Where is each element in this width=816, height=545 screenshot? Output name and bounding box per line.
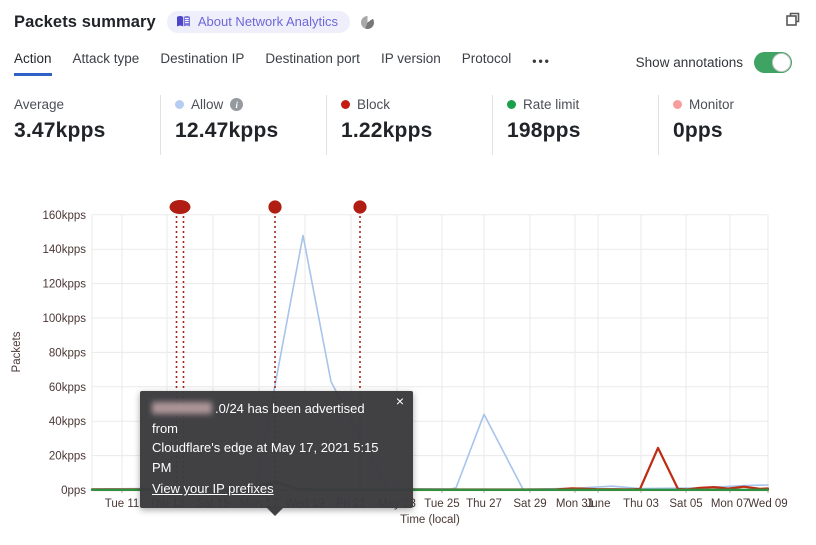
tabs-group: Action Attack type Destination IP Destinati… — [14, 51, 551, 78]
stat-value: 1.22kpps — [341, 119, 433, 142]
annotation-dot[interactable] — [268, 200, 282, 214]
rate-limit-legend-dot-icon — [507, 100, 516, 109]
stat-value: 0pps — [673, 119, 723, 142]
show-annotations-label: Show annotations — [635, 55, 743, 70]
stat-rate-limit: Rate limit 198pps — [492, 95, 658, 155]
y-tick-label: 0pps — [61, 485, 86, 497]
page-title: Packets summary — [14, 12, 156, 31]
stat-label-text: Average — [14, 97, 65, 112]
x-tick-label: June — [586, 498, 611, 510]
annotation-tooltip: × .0/24 has been advertised from Cloudfl… — [140, 391, 413, 516]
packets-chart[interactable]: 0pps 20kpps 40kpps 60kpps 80kpps 100kpps 120kp… — [0, 190, 816, 545]
annotation-dot[interactable] — [353, 200, 367, 214]
popout-icon — [785, 12, 801, 30]
y-tick-label: 140kpps — [43, 244, 87, 256]
stat-average: Average 3.47kpps — [0, 95, 160, 155]
show-annotations-control: Show annotations — [636, 52, 792, 73]
tab-attack-type[interactable]: Attack type — [72, 51, 140, 66]
tab-bar: Action Attack type Destination IP Destinati… — [14, 51, 792, 78]
tooltip-line-2: Cloudflare's edge at May 17, 2021 5:15 P… — [152, 440, 379, 475]
info-icon[interactable]: i — [230, 98, 244, 111]
y-tick-label: 80kpps — [49, 347, 86, 359]
monitor-legend-dot-icon — [673, 100, 682, 109]
tab-protocol[interactable]: Protocol — [461, 51, 512, 66]
y-tick-label: 100kpps — [43, 313, 87, 325]
stats-row: Average 3.47kpps Allow i 12.47kpps Block 1.22k… — [0, 95, 808, 155]
block-legend-dot-icon — [341, 100, 350, 109]
stat-allow: Allow i 12.47kpps — [160, 95, 326, 155]
y-tick-label: 20kpps — [49, 451, 86, 463]
toggle-knob — [772, 53, 791, 72]
tab-destination-port[interactable]: Destination port — [265, 51, 360, 66]
stat-monitor: Monitor 0pps — [658, 95, 808, 155]
stat-label: Average — [14, 97, 160, 112]
x-tick-label: Mon 31 — [556, 498, 594, 510]
book-icon — [176, 15, 191, 28]
stat-label: Block — [341, 97, 492, 112]
stat-label-text: Rate limit — [523, 97, 580, 112]
more-tabs-button[interactable]: ••• — [532, 54, 551, 68]
x-tick-label: Mon 07 — [711, 498, 749, 510]
stat-value: 3.47kpps — [14, 119, 106, 142]
x-tick-label: Tue 11 — [105, 498, 140, 510]
allow-legend-dot-icon — [175, 100, 184, 109]
stat-label-text: Allow — [191, 97, 224, 112]
stat-label: Allow i — [175, 97, 326, 112]
tooltip-line-1: .0/24 has been advertised from — [152, 401, 365, 436]
stat-block: Block 1.22kpps — [326, 95, 492, 155]
view-ip-prefixes-link[interactable]: View your IP prefixes — [152, 481, 274, 496]
x-tick-label: Tue 25 — [424, 498, 459, 510]
tooltip-caret — [266, 506, 284, 516]
tab-action[interactable]: Action — [14, 51, 52, 76]
x-tick-label: Thu 27 — [466, 498, 502, 510]
redacted-ip-prefix — [152, 402, 212, 414]
x-tick-label: Thu 03 — [623, 498, 659, 510]
tab-destination-ip[interactable]: Destination IP — [160, 51, 245, 66]
pie-icon[interactable] — [361, 15, 375, 29]
annotation-dot[interactable] — [169, 200, 191, 214]
y-axis-title: Packets — [11, 331, 23, 372]
badge-label: About Network Analytics — [197, 14, 339, 29]
y-tick-label: 40kpps — [49, 416, 86, 428]
show-annotations-toggle[interactable] — [754, 52, 792, 73]
y-tick-label: 120kpps — [43, 279, 87, 291]
stat-value: 198pps — [507, 119, 581, 142]
popout-button[interactable] — [785, 11, 801, 30]
x-tick-label: Sat 29 — [513, 498, 546, 510]
x-axis-title: Time (local) — [400, 514, 460, 526]
y-tick-label: 60kpps — [49, 382, 86, 394]
stat-label: Rate limit — [507, 97, 658, 112]
stat-label: Monitor — [673, 97, 808, 112]
close-icon[interactable]: × — [395, 393, 404, 409]
x-tick-label: Wed 09 — [748, 498, 787, 510]
y-tick-label: 160kpps — [43, 210, 87, 222]
stat-label-text: Block — [357, 97, 391, 112]
widget-header: Packets summary About Network Analytics — [14, 11, 375, 33]
stat-value: 12.47kpps — [175, 119, 279, 142]
tab-ip-version[interactable]: IP version — [380, 51, 441, 66]
stat-label-text: Monitor — [689, 97, 735, 112]
about-network-analytics-badge[interactable]: About Network Analytics — [166, 11, 351, 33]
x-tick-label: Sat 05 — [669, 498, 702, 510]
